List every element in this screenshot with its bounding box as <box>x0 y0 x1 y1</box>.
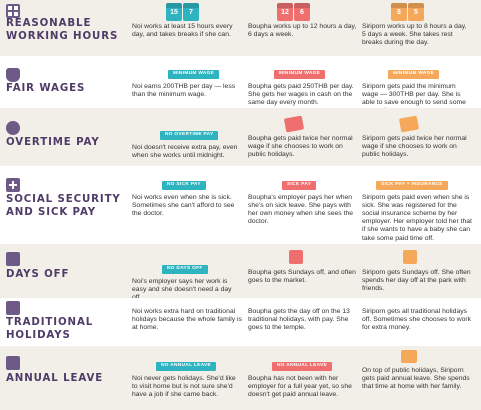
sick-pay-badge: Sick Pay <box>282 180 317 190</box>
calendar-icon: 15 <box>166 3 182 21</box>
calendar-icon <box>289 250 303 264</box>
calendar-icon: 7 <box>183 3 199 21</box>
boupha-cell: Boupha gets Sundays off, and often goes … <box>248 269 358 285</box>
noi-cell: No Days Off Noi's employer says her work… <box>132 256 242 302</box>
noi-text: Noi works at least 15 hours every day, a… <box>132 23 233 39</box>
boupha-cell: Boupha gets paid twice her normal wage i… <box>248 135 358 160</box>
noi-text: Noi works extra hard on traditional holi… <box>132 308 242 332</box>
noi-text: Noi earns 200THB per day — less than the… <box>132 82 236 98</box>
category-title: Traditional Holidays <box>6 317 94 341</box>
no-days-off-badge: No Days Off <box>162 264 208 274</box>
boupha-text: Boupha gets Sundays off, and often goes … <box>248 269 356 285</box>
money-bag-icon <box>6 68 20 82</box>
siriporn-text: Siriporn gets Sundays off. She often spe… <box>362 269 471 293</box>
siriporn-cell: Siriporn works up to 8 hours a day, 5 da… <box>362 23 472 48</box>
boupha-text: Boupha gets the day off on the 13 tradit… <box>248 308 350 332</box>
category-title: Days Off <box>6 269 70 280</box>
siriporn-cell: Siriporn gets paid twice her normal wage… <box>362 135 472 160</box>
flag-icon <box>6 301 20 315</box>
calendar-icon: 8 <box>391 3 407 21</box>
first-aid-icon <box>6 178 20 192</box>
calendar-icon: 12 <box>277 3 293 21</box>
no-sick-pay-badge: No Sick Pay <box>162 180 206 190</box>
calendar-off-icon <box>6 252 20 266</box>
row-fair-wages: Fair Wages Minimum Wage Noi earns 200THB… <box>0 56 481 114</box>
siriporn-text: Siriporn gets paid twice her normal wage… <box>362 135 467 159</box>
category-title: Overtime Pay <box>6 137 100 148</box>
row-traditional-holidays: Traditional Holidays Noi works extra har… <box>0 298 481 346</box>
boupha-cell: Boupha works up to 12 hours a day, 6 day… <box>248 23 358 39</box>
calendar-icon <box>403 250 417 264</box>
siriporn-cell: On top of public holidays, Siriporn gets… <box>362 367 472 392</box>
row-days-off: Days Off No Days Off Noi's employer says… <box>0 244 481 301</box>
no-annual-leave-badge: No Annual Leave <box>156 361 216 371</box>
sick-pay-insurance-badge: Sick Pay + Insurance <box>376 180 448 190</box>
noi-text: Noi works even when she is sick. Sometim… <box>132 193 235 217</box>
row-overtime-pay: Overtime Pay No Overtime Pay Noi doesn't… <box>0 108 481 166</box>
noi-cell: No Annual Leave Noi never gets holidays.… <box>132 353 242 399</box>
siriporn-text: Siriporn gets paid even when she is sick… <box>362 193 472 242</box>
category-title: Fair Wages <box>6 83 86 94</box>
calendar-icon: 6 <box>294 3 310 21</box>
clock-icon <box>6 121 20 135</box>
minimum-wage-badge: Minimum Wage <box>388 69 440 79</box>
row-annual-leave: Annual Leave No Annual Leave Noi never g… <box>0 346 481 410</box>
siriporn-cell: Sick Pay + Insurance Siriporn gets paid … <box>362 172 472 243</box>
suitcase-icon <box>6 356 20 370</box>
boupha-text: Boupha gets paid 250THB per day. She get… <box>248 82 354 106</box>
row-working-hours: Reasonable Working Hours 15 7 Noi works … <box>0 0 481 56</box>
noi-cell: No Sick Pay Noi works even when she is s… <box>132 172 242 218</box>
boupha-cell: No Annual Leave Boupha has not been with… <box>248 353 358 399</box>
row-social-security: Social Security and Sick Pay No Sick Pay… <box>0 166 481 244</box>
row-band <box>0 244 481 298</box>
noi-text: Noi doesn't receive extra pay, even when… <box>132 143 238 159</box>
siriporn-text: On top of public holidays, Siriporn gets… <box>362 367 470 391</box>
row-band <box>0 298 481 346</box>
siriporn-text: Siriporn gets all traditional holidays o… <box>362 308 472 332</box>
boupha-cell: Sick Pay Boupha's employer pays her when… <box>248 172 358 226</box>
boupha-cell: Minimum Wage Boupha gets paid 250THB per… <box>248 61 358 107</box>
row-band <box>0 346 481 410</box>
boupha-text: Boupha gets paid twice her normal wage i… <box>248 135 353 159</box>
category-title: Reasonable Working Hours <box>6 18 119 42</box>
boupha-cell: Boupha gets the day off on the 13 tradit… <box>248 308 358 333</box>
noi-text: Noi's employer says her work is easy and… <box>132 277 232 301</box>
noi-cell: Minimum Wage Noi earns 200THB per day — … <box>132 61 242 99</box>
siriporn-text: Siriporn works up to 8 hours a day, 5 da… <box>362 23 467 47</box>
calendar-icon: 5 <box>408 3 424 21</box>
no-overtime-pay-badge: No Overtime Pay <box>160 130 219 140</box>
category-title: Annual Leave <box>6 373 104 384</box>
calendar-grid-icon <box>6 4 20 18</box>
noi-cell: Noi works extra hard on traditional holi… <box>132 308 242 333</box>
noi-cell: No Overtime Pay Noi doesn't receive extr… <box>132 122 242 160</box>
siriporn-cell: Siriporn gets Sundays off. She often spe… <box>362 269 472 294</box>
boupha-text: Boupha works up to 12 hours a day, 6 day… <box>248 23 357 39</box>
minimum-wage-badge: Minimum Wage <box>168 69 220 79</box>
boupha-text: Boupha has not been with her employer fo… <box>248 374 352 398</box>
row-band <box>0 56 481 108</box>
no-annual-leave-badge: No Annual Leave <box>272 361 332 371</box>
suitcase-icon <box>401 350 417 363</box>
noi-cell: Noi works at least 15 hours every day, a… <box>132 23 242 39</box>
noi-text: Noi never gets holidays. She'd like to v… <box>132 374 236 398</box>
row-band <box>0 166 481 244</box>
boupha-text: Boupha's employer pays her when she's on… <box>248 193 354 226</box>
minimum-wage-badge: Minimum Wage <box>274 69 326 79</box>
siriporn-cell: Siriporn gets all traditional holidays o… <box>362 308 472 333</box>
category-title: Social Security and Sick Pay <box>6 194 121 218</box>
